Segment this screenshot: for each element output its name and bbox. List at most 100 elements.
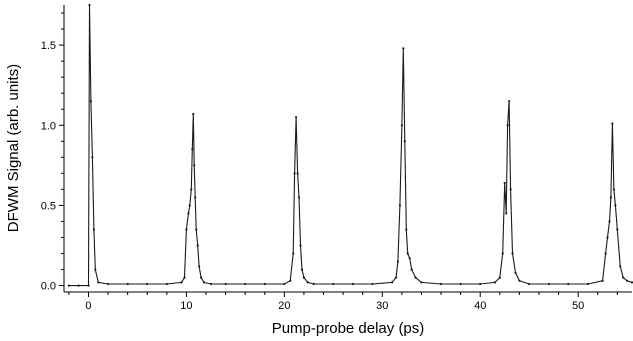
data-point: [501, 252, 504, 255]
data-point: [508, 100, 511, 103]
data-point: [296, 172, 299, 175]
data-point: [87, 284, 90, 287]
x-tick-label: 0: [85, 300, 91, 312]
data-point: [406, 252, 409, 255]
data-point: [89, 100, 92, 103]
data-point: [263, 282, 266, 286]
data-point: [606, 236, 609, 239]
y-axis-ticks: 0.0 0.5 1.0 1.5: [41, 12, 64, 293]
x-tick-label: 50: [572, 300, 584, 312]
data-point: [146, 282, 149, 286]
data-point: [518, 279, 521, 282]
data-point: [410, 268, 413, 271]
data-point: [77, 284, 80, 287]
data-point: [185, 228, 188, 231]
data-point: [420, 281, 423, 284]
data-point: [302, 276, 305, 279]
data-point: [371, 282, 374, 286]
data-point: [479, 282, 482, 286]
x-axis-label: Pump-probe delay (ps): [272, 320, 425, 337]
y-tick-label: 0.5: [41, 200, 56, 212]
data-point: [295, 116, 298, 119]
data-point: [611, 122, 614, 125]
data-point: [616, 228, 619, 231]
data-point: [511, 252, 514, 255]
data-point: [107, 282, 110, 286]
data-point: [414, 276, 417, 279]
data-point: [503, 181, 506, 185]
data-point: [630, 281, 633, 284]
data-point: [289, 279, 292, 282]
data-point: [391, 281, 394, 284]
data-point: [293, 172, 296, 175]
data-point: [394, 276, 398, 279]
data-point: [244, 282, 247, 286]
data-point: [398, 204, 401, 207]
data-point: [198, 265, 201, 268]
data-point: [165, 282, 168, 286]
data-point: [126, 282, 129, 286]
data-point: [187, 212, 190, 215]
data-point: [547, 282, 550, 286]
data-point: [91, 156, 94, 159]
data-point: [514, 271, 517, 274]
data-point: [400, 124, 403, 127]
data-point: [92, 228, 95, 231]
data-point: [619, 265, 622, 268]
data-point: [209, 282, 212, 286]
data-point: [396, 260, 399, 263]
data-point: [459, 282, 462, 286]
x-axis-ticks: 0 10 20 30 40 50: [68, 292, 618, 312]
data-point: [612, 188, 616, 191]
data-point: [191, 148, 194, 151]
data-point: [608, 220, 611, 223]
x-tick-label: 30: [376, 300, 388, 312]
data-point: [601, 279, 604, 282]
data-point: [193, 164, 196, 167]
data-point: [528, 282, 531, 286]
data-point: [567, 282, 570, 286]
data-point: [332, 282, 335, 286]
data-point: [498, 276, 501, 279]
data-point: [94, 268, 97, 271]
data-point: [493, 281, 496, 284]
series-line: [68, 4, 633, 287]
data-point: [297, 196, 301, 199]
data-point: [190, 188, 193, 191]
data-point: [586, 282, 590, 286]
data-point: [505, 212, 508, 215]
data-point: [194, 196, 197, 199]
data-point: [283, 282, 286, 286]
series-layer: [67, 3, 633, 287]
data-point: [200, 276, 203, 279]
data-point: [299, 244, 302, 247]
x-tick-label: 20: [278, 300, 290, 312]
data-point: [180, 281, 183, 284]
y-tick-label: 1.5: [41, 40, 56, 52]
data-point: [614, 204, 617, 207]
data-point: [604, 252, 607, 255]
data-point: [306, 281, 309, 284]
data-point: [408, 257, 411, 260]
data-point: [97, 281, 100, 284]
data-point: [312, 282, 315, 286]
data-point: [67, 284, 70, 287]
data-point: [402, 47, 405, 50]
data-point: [195, 228, 198, 231]
data-point: [506, 124, 509, 127]
y-axis-label: DFWM Signal (arb. units): [5, 64, 22, 232]
data-point: [188, 204, 191, 207]
x-tick-label: 40: [474, 300, 486, 312]
data-point: [622, 276, 625, 279]
data-point: [439, 282, 443, 286]
data-point: [403, 140, 406, 143]
x-tick-label: 10: [180, 300, 192, 312]
data-point: [183, 276, 186, 279]
data-point: [405, 228, 408, 231]
data-point: [609, 196, 613, 199]
data-point: [351, 282, 354, 286]
data-point: [300, 268, 304, 271]
data-point: [224, 282, 227, 286]
data-point: [292, 252, 295, 255]
